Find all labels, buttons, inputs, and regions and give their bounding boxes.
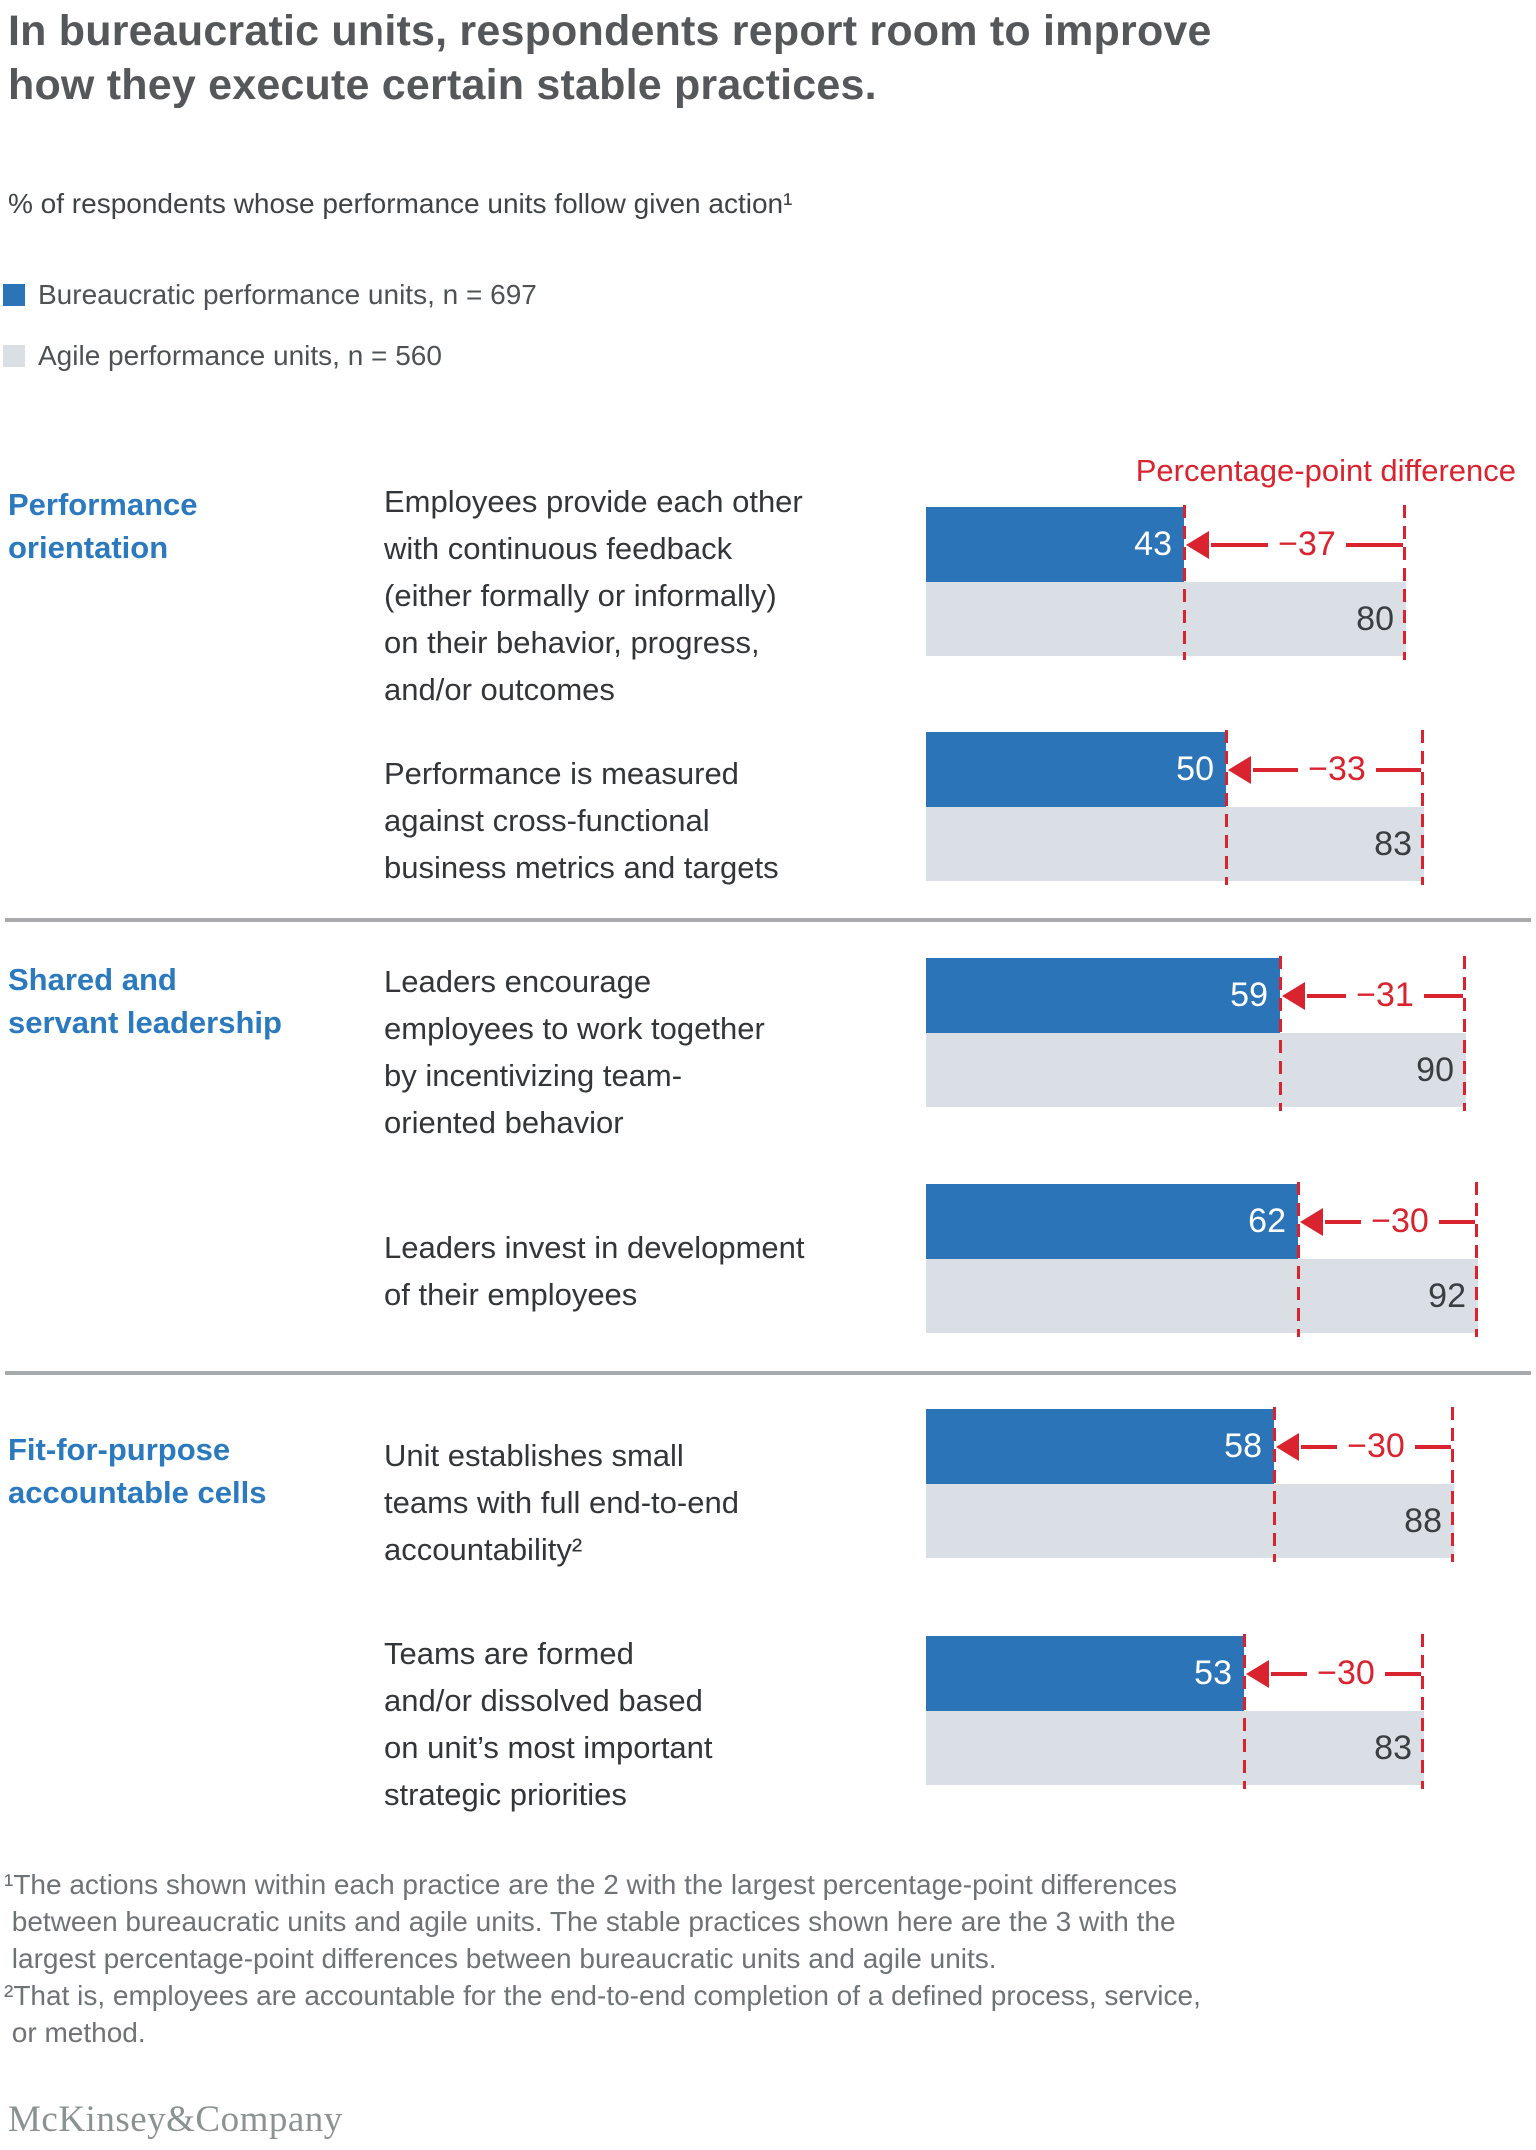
bar-value-agile: 83 <box>1374 1728 1412 1767</box>
action-description: Leaders invest in development of their e… <box>384 1230 805 1312</box>
bar-agile: 80 <box>926 582 1406 656</box>
diff-value: −30 <box>1371 1202 1429 1240</box>
arrow-shaft <box>1253 767 1299 772</box>
bar-agile: 90 <box>926 1033 1466 1107</box>
arrow-left-icon <box>1282 981 1305 1010</box>
section-divider <box>5 918 1531 922</box>
bar-bureaucratic: 53 <box>926 1636 1244 1711</box>
diff-value: −30 <box>1347 1427 1405 1465</box>
section-label: Fit-for-purpose accountable cells <box>8 1432 267 1510</box>
legend-label-bureaucratic: Bureaucratic performance units, n = 697 <box>38 279 537 310</box>
diff-dash-start <box>1183 505 1186 660</box>
diff-dash-end <box>1475 1182 1478 1337</box>
diff-arrow: −30 <box>1246 1636 1421 1711</box>
diff-column-header: Percentage-point difference <box>1135 453 1516 488</box>
chart-subtitle: % of respondents whose performance units… <box>8 188 793 219</box>
diff-dash-end <box>1421 730 1424 885</box>
company-logo: McKinsey&Company <box>8 2099 343 2140</box>
diff-dash-start <box>1279 956 1282 1111</box>
footnote-2: ²That is, employees are accountable for … <box>4 1980 1201 2048</box>
action-description: Leaders encourage employees to work toge… <box>384 964 765 1140</box>
legend-item-bureaucratic: Bureaucratic performance units, n = 697 <box>3 279 537 310</box>
arrow-left-icon <box>1300 1207 1323 1236</box>
bar-value-bureaucratic: 59 <box>1230 976 1268 1014</box>
action-description: Teams are formed and/or dissolved based … <box>384 1636 713 1812</box>
bar-value-agile: 88 <box>1404 1501 1442 1540</box>
arrow-left-icon <box>1276 1432 1299 1461</box>
section-divider <box>5 1371 1531 1375</box>
action-description: Unit establishes small teams with full e… <box>384 1438 739 1567</box>
legend-swatch-bureaucratic-icon <box>3 284 25 306</box>
diff-value: −31 <box>1356 976 1414 1014</box>
bar-agile: 83 <box>926 1711 1424 1785</box>
diff-arrow: −33 <box>1228 732 1421 807</box>
bar-value-bureaucratic: 62 <box>1248 1202 1286 1240</box>
diff-arrow: −30 <box>1276 1409 1451 1484</box>
arrow-shaft <box>1211 542 1269 547</box>
arrow-shaft <box>1384 1671 1421 1676</box>
diff-dash-start <box>1225 730 1228 885</box>
diff-dash-end <box>1403 505 1406 660</box>
arrow-left-icon <box>1186 530 1209 559</box>
bar-value-agile: 90 <box>1416 1050 1454 1089</box>
bar-bureaucratic: 50 <box>926 732 1226 807</box>
legend-item-agile: Agile performance units, n = 560 <box>3 340 442 371</box>
bar-value-agile: 83 <box>1374 824 1412 863</box>
bar-value-bureaucratic: 53 <box>1194 1654 1232 1692</box>
arrow-shaft <box>1423 993 1463 998</box>
footnote-1: ¹The actions shown within each practice … <box>4 1869 1178 1974</box>
legend-swatch-agile-icon <box>3 345 25 367</box>
bar-agile: 92 <box>926 1259 1478 1333</box>
arrow-shaft <box>1375 767 1421 772</box>
bar-value-bureaucratic: 58 <box>1224 1427 1262 1465</box>
diff-dash-end <box>1421 1634 1424 1789</box>
diff-dash-start <box>1243 1634 1246 1789</box>
bar-agile: 88 <box>926 1484 1454 1558</box>
bar-value-agile: 80 <box>1356 599 1394 638</box>
diff-dash-end <box>1451 1407 1454 1562</box>
bar-bureaucratic: 43 <box>926 507 1184 582</box>
action-description: Performance is measured against cross-fu… <box>384 756 779 885</box>
diff-arrow: −31 <box>1282 958 1463 1033</box>
arrow-shaft <box>1271 1671 1308 1676</box>
bar-value-bureaucratic: 50 <box>1176 750 1214 788</box>
arrow-shaft <box>1301 1444 1338 1449</box>
legend-label-agile: Agile performance units, n = 560 <box>38 340 442 371</box>
diff-value: −37 <box>1278 525 1336 563</box>
diff-value: −33 <box>1308 750 1366 788</box>
diff-dash-start <box>1273 1407 1276 1562</box>
bar-bureaucratic: 59 <box>926 958 1280 1033</box>
diff-arrow: −30 <box>1300 1184 1475 1259</box>
section-label: Shared and servant leadership <box>8 962 282 1040</box>
page-title: In bureaucratic units, respondents repor… <box>8 7 1212 109</box>
bar-bureaucratic: 62 <box>926 1184 1298 1259</box>
arrow-shaft <box>1438 1219 1475 1224</box>
diff-arrow: −37 <box>1186 507 1403 582</box>
arrow-shaft <box>1345 542 1403 547</box>
arrow-shaft <box>1307 993 1347 998</box>
bar-agile: 83 <box>926 807 1424 881</box>
bar-bureaucratic: 58 <box>926 1409 1274 1484</box>
arrow-shaft <box>1325 1219 1362 1224</box>
action-description: Employees provide each other with contin… <box>384 484 803 707</box>
diff-dash-start <box>1297 1182 1300 1337</box>
arrow-left-icon <box>1246 1659 1269 1688</box>
arrow-shaft <box>1414 1444 1451 1449</box>
section-label: Performance orientation <box>8 487 198 565</box>
bar-value-agile: 92 <box>1428 1276 1466 1315</box>
diff-dash-end <box>1463 956 1466 1111</box>
diff-value: −30 <box>1317 1654 1375 1692</box>
arrow-left-icon <box>1228 755 1251 784</box>
bar-value-bureaucratic: 43 <box>1134 525 1172 563</box>
